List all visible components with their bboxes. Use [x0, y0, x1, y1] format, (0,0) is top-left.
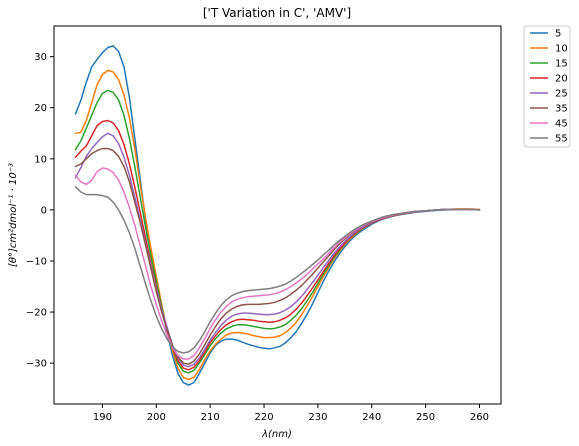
legend-label-5: 5: [555, 29, 561, 40]
legend-label-45: 45: [555, 119, 568, 130]
y-tick-label: 10: [34, 154, 47, 165]
y-tick-label: 30: [34, 52, 47, 63]
legend-label-25: 25: [555, 89, 568, 100]
y-tick-label: 0: [41, 205, 47, 216]
y-axis: −30 −20 −10 0 10 20 30: [26, 52, 54, 370]
y-tick-label: −30: [26, 359, 47, 370]
x-axis-label: λ(nm): [261, 429, 292, 440]
series-line-5: [74, 45, 481, 386]
y-tick-label: −20: [26, 308, 47, 319]
series-layer: [74, 45, 481, 386]
series-line-55: [74, 186, 481, 354]
x-tick-label: 240: [362, 412, 381, 423]
legend-label-10: 10: [555, 44, 568, 55]
legend: 5 10 15 20 25 35 45 55: [523, 25, 571, 148]
series-line-25: [74, 132, 481, 368]
legend-label-15: 15: [555, 59, 568, 70]
plot-frame: [53, 25, 502, 405]
legend-frame: [523, 25, 571, 148]
x-tick-label: 260: [470, 412, 489, 423]
y-tick-label: 20: [34, 103, 47, 114]
legend-label-35: 35: [555, 104, 568, 115]
chart-title: ['T Variation in C', 'AMV']: [203, 6, 351, 20]
x-tick-label: 220: [254, 412, 273, 423]
x-tick-label: 250: [416, 412, 435, 423]
y-axis-label: [θ°]cm²dmol⁻¹ · 10⁻³: [8, 163, 19, 267]
x-tick-label: 190: [93, 412, 112, 423]
y-tick-label: −10: [26, 256, 47, 267]
x-tick-label: 200: [147, 412, 166, 423]
x-tick-label: 230: [308, 412, 327, 423]
legend-label-55: 55: [555, 134, 568, 145]
plot-area: 190 200 210 220 230 240 250 260 −30 −20 −10 0 10 20 3…: [26, 25, 502, 423]
x-tick-label: 210: [201, 412, 220, 423]
legend-label-20: 20: [555, 74, 568, 85]
x-axis: 190 200 210 220 230 240 250 260: [93, 404, 489, 423]
